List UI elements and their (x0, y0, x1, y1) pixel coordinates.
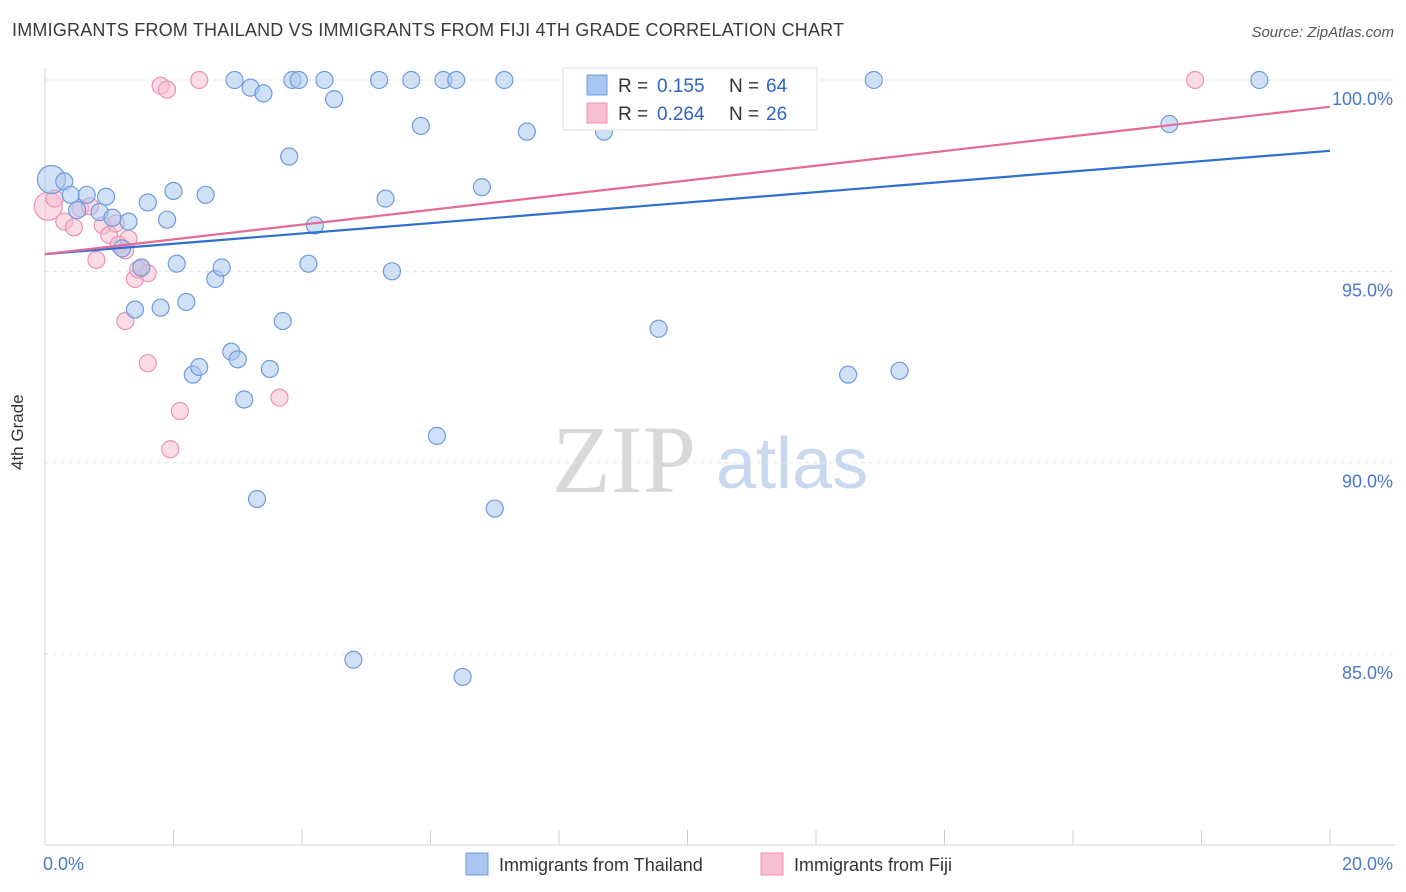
thailand-point (164, 181, 183, 201)
thailand-point (864, 70, 883, 90)
thailand-points (36, 70, 1269, 687)
fiji-r-value: 0.264 (657, 104, 705, 125)
thailand-r-value: 0.155 (657, 76, 705, 97)
y-tick-labels: 85.0% 90.0% 95.0% 100.0% (1332, 89, 1393, 683)
watermark: ZIP atlas (552, 406, 868, 513)
thailand-point (260, 359, 279, 379)
fiji-stats-swatch (586, 102, 608, 124)
thailand-point (151, 298, 170, 317)
thailand-point (254, 84, 273, 103)
thailand-point (472, 178, 491, 197)
fiji-r-label: R = (618, 104, 648, 125)
thailand-point (890, 361, 909, 380)
fiji-point (190, 70, 209, 90)
thailand-point (411, 116, 430, 136)
thailand-point (305, 216, 324, 235)
trend-lines (44, 105, 1331, 256)
legend-thailand-swatch (465, 852, 489, 876)
thailand-trend-line (44, 149, 1331, 256)
stats-box: R = 0.155 N = 64 R = 0.264 N = 26 (562, 67, 818, 131)
fiji-point (270, 388, 289, 407)
thailand-point (212, 258, 231, 277)
fiji-point (138, 354, 157, 373)
thailand-point (649, 319, 668, 338)
y-tick-label-90: 90.0% (1342, 472, 1393, 492)
thailand-point (325, 90, 344, 109)
thailand-point (517, 122, 536, 141)
thailand-point (402, 70, 421, 90)
fiji-point (87, 250, 106, 269)
x-ticks (173, 830, 1331, 845)
legend-fiji-swatch (760, 852, 784, 876)
thailand-point (235, 390, 254, 409)
x-tick-label-min: 0.0% (43, 854, 84, 874)
thailand-point (839, 365, 858, 384)
legend-fiji-label: Immigrants from Fiji (794, 855, 952, 875)
thailand-point (157, 210, 177, 229)
fiji-n-label: N = (729, 104, 759, 125)
fiji-point (64, 218, 84, 237)
thailand-point (196, 185, 215, 204)
legend-thailand-label: Immigrants from Thailand (499, 855, 703, 875)
thailand-point (289, 70, 308, 90)
thailand-n-label: N = (729, 76, 759, 97)
thailand-point (495, 70, 514, 90)
thailand-point (344, 650, 363, 669)
thailand-point (376, 189, 395, 208)
source-credit: Source: ZipAtlas.com (1251, 24, 1394, 41)
y-tick-label-95: 95.0% (1342, 280, 1393, 300)
y-tick-label-100: 100.0% (1332, 89, 1393, 109)
thailand-point (485, 499, 504, 518)
thailand-n-value: 64 (766, 76, 788, 97)
legend: Immigrants from Thailand Immigrants from… (465, 852, 952, 876)
fiji-point (1185, 70, 1205, 90)
fiji-trend-line (44, 105, 1331, 256)
thailand-stats-swatch (586, 74, 608, 96)
thailand-point (125, 300, 145, 319)
thailand-point (190, 357, 209, 377)
chart-title: IMMIGRANTS FROM THAILAND VS IMMIGRANTS F… (12, 20, 845, 40)
thailand-point (177, 292, 196, 312)
thailand-point (96, 187, 116, 206)
thailand-point (370, 70, 389, 90)
y-tick-label-85: 85.0% (1342, 663, 1393, 683)
fiji-point (170, 401, 190, 421)
thailand-point (68, 201, 87, 220)
thailand-point (132, 258, 151, 277)
fiji-n-value: 26 (766, 104, 787, 125)
thailand-point (273, 311, 292, 331)
thailand-point (382, 262, 402, 281)
watermark-atlas: atlas (716, 424, 868, 504)
thailand-point (167, 254, 186, 273)
x-tick-label-max: 20.0% (1342, 854, 1393, 874)
watermark-zip: ZIP (552, 406, 696, 513)
thailand-point (315, 70, 334, 90)
thailand-point (77, 185, 96, 204)
thailand-point (61, 185, 80, 204)
thailand-point (447, 70, 466, 90)
thailand-point (280, 147, 299, 166)
thailand-point (103, 208, 122, 227)
thailand-point (427, 426, 447, 445)
gridlines (45, 79, 1395, 655)
fiji-point (157, 80, 177, 99)
thailand-point (247, 489, 267, 509)
thailand-point (1250, 70, 1269, 90)
thailand-point (299, 254, 318, 273)
thailand-point (225, 70, 244, 90)
fiji-point (161, 440, 180, 459)
thailand-point (453, 667, 472, 687)
thailand-r-label: R = (618, 76, 648, 97)
thailand-point (119, 212, 138, 231)
thailand-point (228, 350, 247, 369)
thailand-point (138, 193, 157, 212)
